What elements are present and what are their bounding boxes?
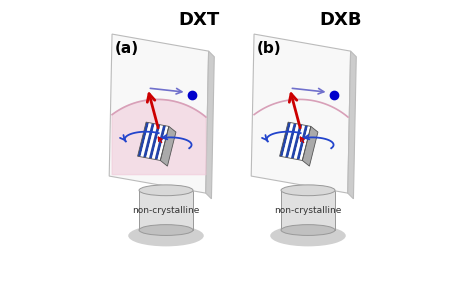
Polygon shape <box>206 51 214 199</box>
Polygon shape <box>251 34 351 193</box>
Polygon shape <box>109 34 209 193</box>
Ellipse shape <box>281 185 335 196</box>
Polygon shape <box>140 123 152 157</box>
FancyBboxPatch shape <box>281 190 335 230</box>
Ellipse shape <box>128 225 204 247</box>
Text: DXB: DXB <box>319 11 362 29</box>
Polygon shape <box>348 51 356 199</box>
Polygon shape <box>294 125 305 159</box>
Polygon shape <box>149 124 160 159</box>
Polygon shape <box>155 125 166 160</box>
Polygon shape <box>137 122 149 157</box>
Text: (a): (a) <box>115 41 139 56</box>
Polygon shape <box>288 124 300 158</box>
Polygon shape <box>302 126 318 166</box>
Ellipse shape <box>139 225 193 235</box>
Ellipse shape <box>270 225 346 247</box>
Polygon shape <box>291 124 302 159</box>
Ellipse shape <box>139 185 193 196</box>
Polygon shape <box>112 99 206 175</box>
Polygon shape <box>283 123 294 157</box>
Polygon shape <box>160 126 176 166</box>
Ellipse shape <box>281 225 335 235</box>
Polygon shape <box>297 125 308 160</box>
Polygon shape <box>280 122 291 157</box>
Text: DXT: DXT <box>178 11 219 29</box>
Polygon shape <box>146 124 157 158</box>
Polygon shape <box>152 125 163 159</box>
Polygon shape <box>157 126 169 160</box>
Polygon shape <box>285 123 297 158</box>
Polygon shape <box>300 126 311 160</box>
Text: non-crystalline: non-crystalline <box>132 206 200 215</box>
Text: non-crystalline: non-crystalline <box>274 206 342 215</box>
Text: (b): (b) <box>257 41 282 56</box>
FancyBboxPatch shape <box>139 190 193 230</box>
Polygon shape <box>143 123 155 158</box>
